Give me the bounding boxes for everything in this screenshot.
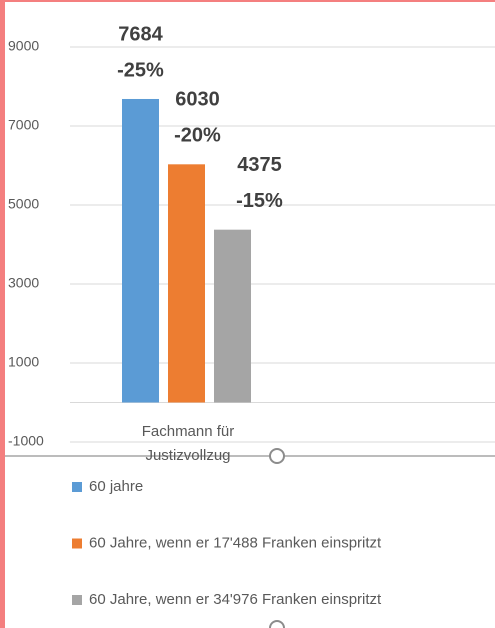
data-label: 7684 [118, 23, 163, 45]
border-top [0, 0, 495, 2]
legend-label: 60 jahre [89, 478, 143, 495]
data-label: 4375 [237, 154, 282, 176]
bar [122, 98, 159, 403]
resize-handle[interactable] [269, 448, 285, 464]
change-label: -15% [236, 190, 283, 212]
legend-label: 60 Jahre, wenn er 34'976 Franken einspri… [89, 591, 382, 608]
y-tick-label: 5000 [8, 196, 39, 212]
category-label: Fachmann für Justizvollzug [141, 423, 235, 464]
change-label: -20% [174, 125, 221, 147]
y-tick-label: 1000 [8, 354, 39, 370]
resize-handle[interactable] [269, 620, 285, 628]
y-tick-label: -1000 [8, 433, 44, 449]
y-tick-label: 7000 [8, 117, 39, 133]
legend-swatch [72, 482, 82, 492]
border-left [0, 0, 5, 628]
bar [214, 229, 251, 403]
bar [168, 164, 205, 403]
y-tick-label: 3000 [8, 275, 39, 291]
data-label: 6030 [175, 89, 220, 111]
legend-swatch [72, 538, 82, 549]
y-tick-label: 9000 [8, 38, 39, 54]
change-label: -25% [117, 59, 164, 81]
legend-label: 60 Jahre, wenn er 17'488 Franken einspri… [89, 534, 382, 551]
legend-swatch [72, 595, 82, 605]
